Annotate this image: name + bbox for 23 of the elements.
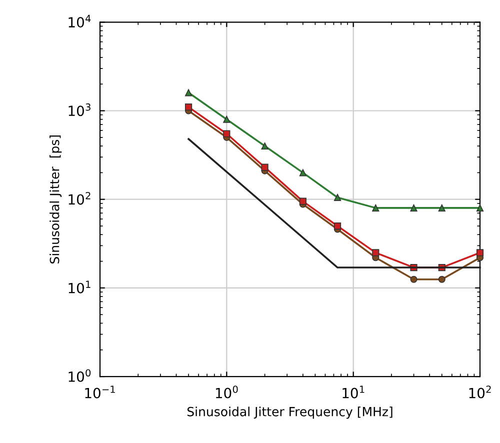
point [261, 164, 268, 171]
point [261, 142, 268, 150]
x-tick-label: 10$^{1}$ [342, 386, 364, 398]
point [334, 194, 342, 202]
point [372, 249, 380, 256]
point [223, 130, 230, 138]
y-tick-label: 10$^{4}$ [68, 14, 91, 28]
point [184, 104, 192, 111]
point [334, 222, 342, 230]
point [184, 89, 192, 96]
y-tick-label: 10$^{1}$ [68, 280, 90, 294]
x-tick-label: 10$^{2}$ [469, 386, 491, 398]
x-axis-title: Sinusoidal Jitter Frequency [MHz] [187, 406, 392, 419]
point [410, 204, 418, 212]
y-tick-label: 10$^{3}$ [68, 103, 90, 116]
x-tick-label: 10$^{−1}$ [85, 386, 115, 398]
x-tick-label: 10$^{0}$ [216, 386, 238, 398]
point [223, 116, 230, 123]
point [410, 276, 418, 283]
y-tick-label: 10$^{2}$ [68, 192, 90, 205]
y-axis-title: Sinusoidal Jitter [ps] [50, 135, 62, 264]
point [372, 204, 380, 212]
y-tick-label: 10$^{0}$ [68, 369, 91, 382]
